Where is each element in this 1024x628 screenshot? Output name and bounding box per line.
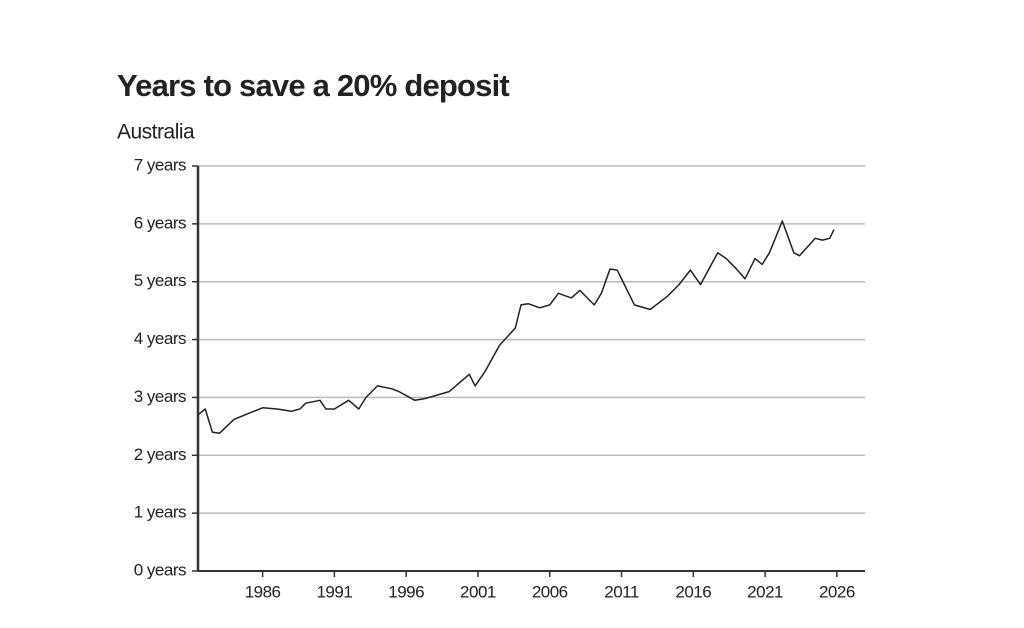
x-tick-label: 1996 — [388, 582, 424, 601]
x-tick-label: 2016 — [675, 582, 711, 601]
chart-subtitle: Australia — [117, 121, 195, 144]
x-tick-label: 2011 — [604, 582, 639, 601]
x-tick-label: 2026 — [819, 582, 855, 601]
y-tick-label: 3 years — [134, 387, 186, 406]
y-tick-label: 0 years — [134, 560, 186, 579]
x-tick-label: 1991 — [316, 582, 352, 601]
y-tick-label: 4 years — [134, 329, 186, 348]
y-tick-label: 6 years — [134, 213, 186, 232]
y-tick-label: 7 years — [134, 155, 186, 174]
y-tick-label: 1 years — [134, 503, 186, 522]
chart-title: Years to save a 20% deposit — [117, 68, 509, 103]
y-tick-label: 2 years — [134, 445, 186, 464]
y-tick-label: 5 years — [134, 271, 186, 290]
x-tick-label: 2001 — [460, 582, 496, 601]
data-line — [197, 220, 835, 435]
x-tick-label: 1986 — [245, 582, 281, 601]
x-tick-label: 2021 — [747, 582, 783, 601]
x-tick-label: 2006 — [532, 582, 568, 601]
